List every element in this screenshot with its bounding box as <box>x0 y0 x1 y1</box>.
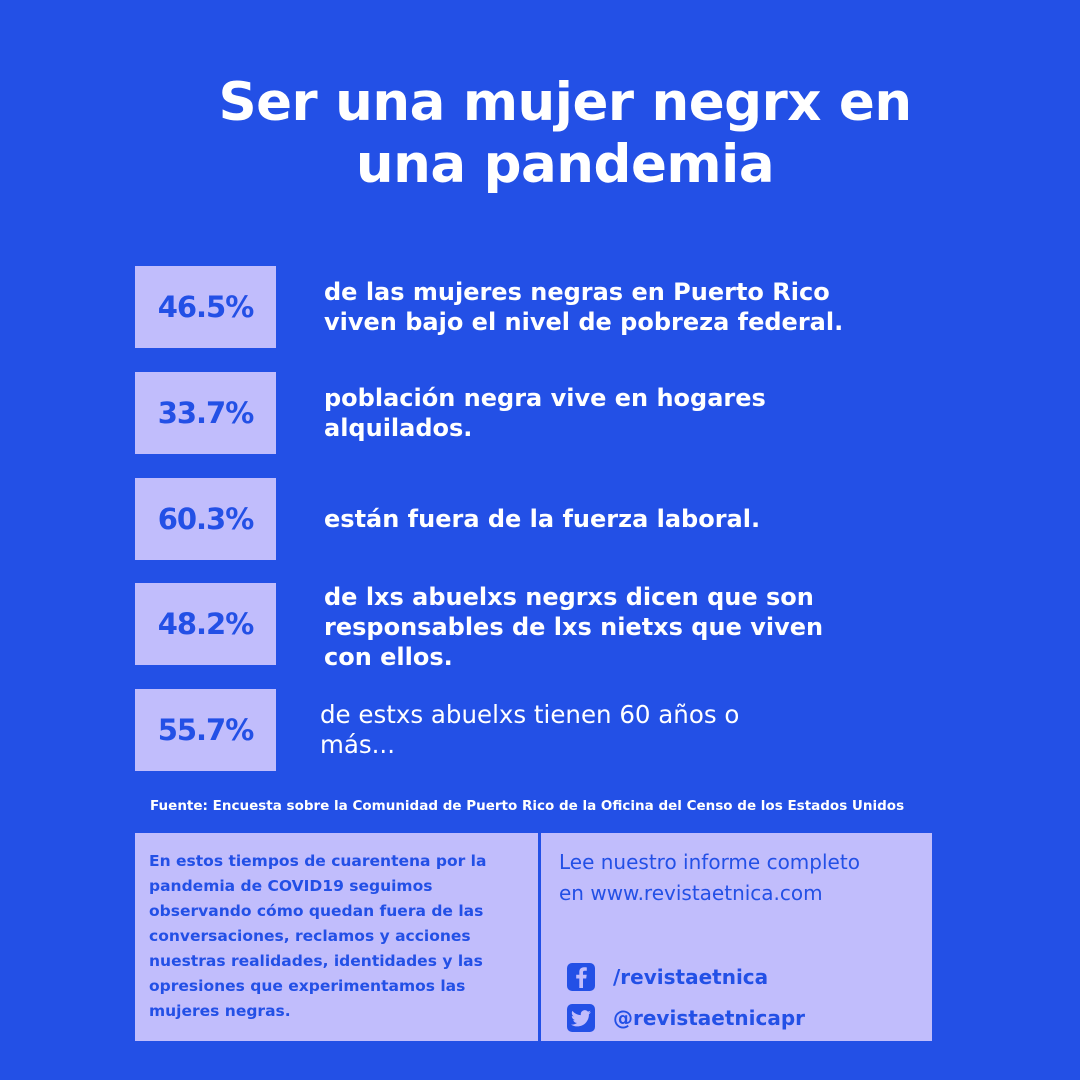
stat-description: población negra vive en hogares alquilad… <box>324 372 884 454</box>
twitter-icon <box>567 1004 595 1032</box>
stat-value: 60.3% <box>157 502 255 536</box>
info-line: conversaciones, reclamos y acciones <box>149 927 471 945</box>
stat-description-line: viven bajo el nivel de pobreza federal. <box>324 308 844 336</box>
stat-description: de las mujeres negras en Puerto Rico viv… <box>324 266 884 348</box>
stat-value-box: 55.7% <box>135 689 276 771</box>
info-panel: En estos tiempos de cuarentena por la pa… <box>135 833 538 1041</box>
page-title: Ser una mujer negrx en una pandemia <box>140 72 990 196</box>
stat-value-box: 33.7% <box>135 372 276 454</box>
info-paragraph: En estos tiempos de cuarentena por la pa… <box>135 833 538 1024</box>
stat-value: 55.7% <box>157 713 255 747</box>
stat-description-line: de lxs abuelxs negrxs dicen que son <box>324 583 814 611</box>
info-line: En estos tiempos de cuarentena por la <box>149 852 487 870</box>
info-line: mujeres negras. <box>149 1002 291 1020</box>
facebook-handle: /revistaetnica <box>613 965 769 989</box>
info-line: pandemia de COVID19 seguimos <box>149 877 433 895</box>
info-line: observando cómo quedan fuera de las <box>149 902 484 920</box>
title-line-2: una pandemia <box>355 134 775 195</box>
stat-description: están fuera de la fuerza laboral. <box>324 478 884 560</box>
stat-description-line: están fuera de la fuerza laboral. <box>324 505 761 533</box>
stat-description: de estxs abuelxs tienen 60 años o más... <box>320 689 880 771</box>
read-more-line: Lee nuestro informe completo <box>559 850 860 874</box>
stat-value: 46.5% <box>157 290 255 324</box>
contact-panel: Lee nuestro informe completo en www.revi… <box>541 833 932 1041</box>
stat-description: de lxs abuelxs negrxs dicen que son resp… <box>324 580 884 674</box>
stat-value-box: 46.5% <box>135 266 276 348</box>
stat-description-line: alquilados. <box>324 414 473 442</box>
facebook-icon <box>567 963 595 991</box>
stat-description-line: responsables de lxs nietxs que viven <box>324 613 824 641</box>
title-line-1: Ser una mujer negrx en <box>218 72 912 133</box>
twitter-link[interactable]: @revistaetnicapr <box>567 1004 805 1032</box>
stat-description-line: con ellos. <box>324 643 453 671</box>
stat-description-line: población negra vive en hogares <box>324 384 766 412</box>
info-line: opresiones que experimentamos las <box>149 977 466 995</box>
stat-value-box: 48.2% <box>135 583 276 665</box>
source-note: Fuente: Encuesta sobre la Comunidad de P… <box>150 798 905 814</box>
stat-description-line: de las mujeres negras en Puerto Rico <box>324 278 830 306</box>
website-link[interactable]: en www.revistaetnica.com <box>559 881 823 905</box>
stat-value: 48.2% <box>157 607 255 641</box>
info-line: nuestras realidades, identidades y las <box>149 952 483 970</box>
stat-description-line: más... <box>320 730 396 759</box>
stat-value-box: 60.3% <box>135 478 276 560</box>
twitter-handle: @revistaetnicapr <box>613 1006 806 1030</box>
stat-description-line: de estxs abuelxs tienen 60 años o <box>320 700 740 729</box>
facebook-link[interactable]: /revistaetnica <box>567 963 768 991</box>
stat-value: 33.7% <box>157 396 255 430</box>
read-more-text: Lee nuestro informe completo en www.revi… <box>559 847 919 909</box>
